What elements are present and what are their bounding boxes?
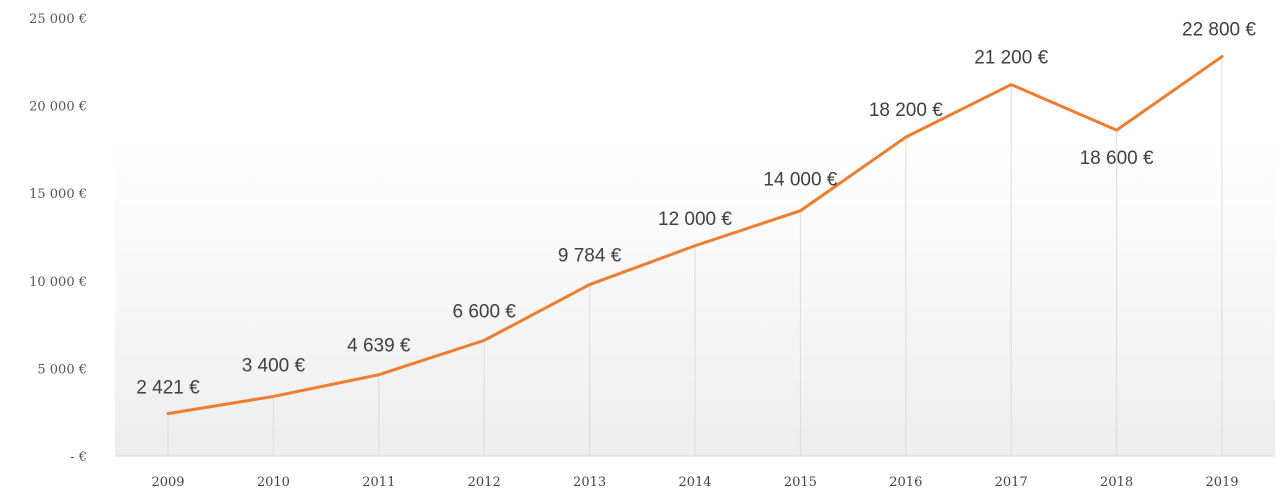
x-tick-label-2014: 2014 (678, 475, 711, 490)
data-label-2017: 21 200 € (974, 48, 1048, 69)
data-label-2016: 18 200 € (869, 100, 943, 121)
data-label-2018: 18 600 € (1080, 148, 1154, 169)
data-label-2014: 12 000 € (658, 209, 732, 230)
x-tick-label-2011: 2011 (362, 475, 395, 490)
y-tick-label: 25 000 € (29, 12, 87, 27)
x-tick-label-2016: 2016 (889, 475, 922, 490)
data-label-2009: 2 421 € (136, 378, 200, 399)
x-axis-tick-labels: 2009 2010 2011 2012 2013 2014 2015 2016 2017 2018… (151, 475, 1238, 490)
y-tick-label: 20 000 € (29, 100, 87, 115)
y-tick-label: - € (70, 450, 87, 465)
data-label-2019: 22 800 € (1182, 20, 1256, 41)
vertical-gridlines (167, 56, 1223, 456)
data-label-2015: 14 000 € (763, 170, 837, 191)
data-label-2010: 3 400 € (242, 355, 306, 376)
x-tick-label-2015: 2015 (784, 475, 817, 490)
series-line (166, 55, 1224, 416)
y-tick-label: 15 000 € (29, 187, 87, 202)
y-axis-tick-labels: - € 5 000 € 10 000 € 15 000 € 20 000 € 25 000… (29, 12, 87, 465)
x-tick-label-2017: 2017 (995, 475, 1028, 490)
x-tick-label-2018: 2018 (1100, 475, 1133, 490)
y-tick-label: 5 000 € (37, 362, 87, 377)
x-tick-label-2012: 2012 (468, 475, 501, 490)
x-tick-label-2019: 2019 (1205, 475, 1238, 490)
data-labels: 2 421 € 3 400 € 4 639 € 6 600 € 9 784 € 12 00… (136, 20, 1256, 399)
data-label-2011: 4 639 € (347, 336, 411, 357)
x-tick-label-2013: 2013 (573, 475, 606, 490)
y-tick-label: 10 000 € (29, 275, 87, 290)
x-tick-label-2009: 2009 (151, 475, 184, 490)
data-label-2012: 6 600 € (452, 301, 516, 322)
data-label-2013: 9 784 € (558, 246, 622, 267)
x-tick-label-2010: 2010 (257, 475, 290, 490)
